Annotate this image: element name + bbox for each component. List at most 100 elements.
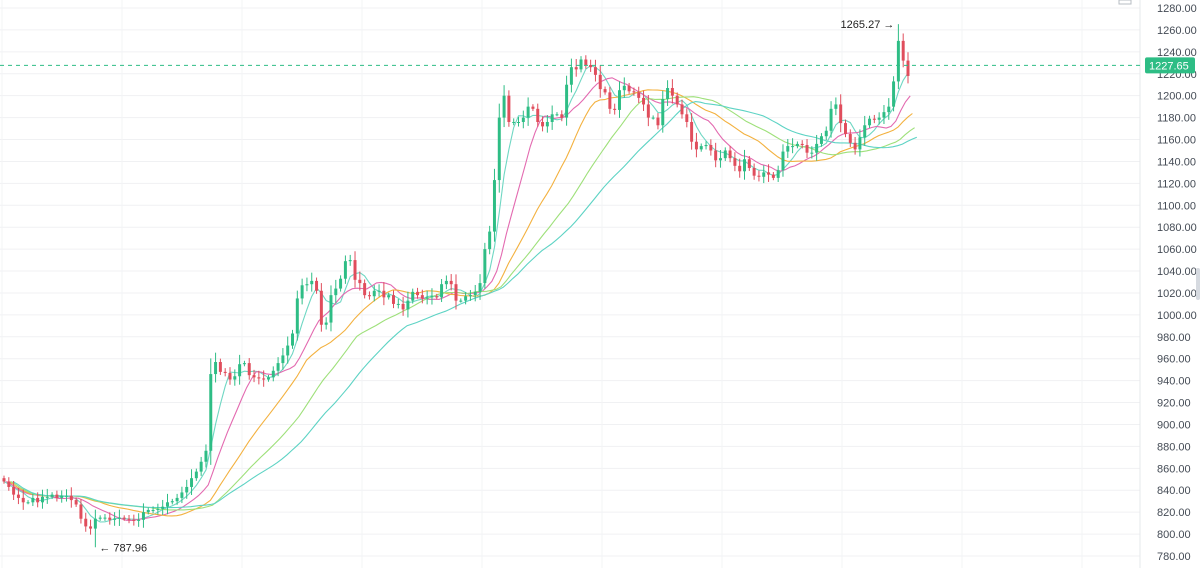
- candle-body: [868, 118, 872, 126]
- candle-body: [69, 495, 73, 501]
- candle-body: [252, 375, 256, 378]
- candle-body: [622, 85, 626, 91]
- candle-body: [545, 121, 549, 127]
- candle-body: [93, 518, 97, 529]
- candle-body: [550, 114, 554, 122]
- candle-body: [247, 363, 251, 376]
- candle-body: [488, 231, 492, 250]
- scroll-handle[interactable]: [1196, 268, 1200, 300]
- candle-body: [786, 146, 790, 152]
- candle-body: [444, 280, 448, 285]
- candle-body: [440, 284, 444, 298]
- candle-body: [521, 117, 525, 122]
- candle-body: [526, 106, 530, 118]
- candle-body: [675, 95, 679, 105]
- candle-body: [454, 284, 458, 301]
- candle-body: [435, 296, 439, 298]
- candle-body: [781, 151, 785, 171]
- candle-body: [738, 165, 742, 172]
- candle-body: [199, 461, 203, 472]
- candle-body: [12, 486, 16, 495]
- candle-body: [300, 285, 304, 299]
- candle-body: [579, 59, 583, 70]
- y-tick-label: 780.00: [1157, 551, 1191, 563]
- candle-body: [858, 137, 862, 150]
- candle-body: [617, 90, 621, 110]
- y-tick-label: 860.00: [1157, 463, 1191, 475]
- candle-body: [266, 377, 270, 380]
- candle-body: [74, 500, 78, 505]
- candle-body: [877, 117, 881, 120]
- candle-body: [906, 60, 910, 76]
- candle-body: [863, 125, 867, 138]
- candle-body: [21, 497, 25, 503]
- high-annotation: 1265.27 →: [841, 19, 895, 31]
- candle-body: [214, 362, 218, 375]
- candle-body: [723, 150, 727, 159]
- candle-body: [79, 504, 83, 519]
- candle-body: [743, 159, 747, 172]
- candle-body: [295, 298, 299, 334]
- candle-body: [108, 517, 112, 520]
- candle-body: [132, 519, 136, 521]
- candle-body: [242, 363, 246, 365]
- candle-body: [65, 495, 69, 497]
- current-price-label: 1227.65: [1149, 60, 1189, 72]
- candle-body: [329, 295, 333, 323]
- candle-body: [661, 98, 665, 126]
- candle-body: [372, 290, 376, 297]
- candle-body: [146, 509, 150, 513]
- y-tick-label: 1040.00: [1157, 266, 1197, 278]
- candle-body: [165, 502, 169, 507]
- candle-body: [646, 104, 650, 118]
- candle-body: [396, 303, 400, 305]
- ma-20-line: [8, 89, 913, 517]
- candle-body: [512, 121, 516, 123]
- candle-body: [425, 297, 429, 299]
- candle-body: [473, 291, 477, 296]
- candle-body: [704, 145, 708, 147]
- y-axis: 780.00 800.00 820.00 840.00 860.00 880.00 900.…: [1139, 0, 1197, 568]
- y-tick-label: 1140.00: [1157, 156, 1196, 168]
- candle-body: [892, 81, 896, 107]
- y-tick-label: 1100.00: [1157, 200, 1196, 212]
- candle-body: [459, 300, 463, 302]
- candle-body: [204, 450, 208, 462]
- candle-body: [762, 172, 766, 177]
- candle-body: [382, 290, 386, 298]
- y-tick-label: 800.00: [1157, 529, 1191, 541]
- candle-body: [2, 478, 6, 482]
- candle-body: [310, 280, 314, 285]
- candle-body: [411, 291, 415, 301]
- candle-body: [286, 345, 290, 356]
- y-tick-label: 1280.00: [1157, 3, 1197, 15]
- candle-body: [752, 168, 756, 176]
- low-annotation: ← 787.96: [99, 542, 147, 554]
- candle-body: [791, 146, 795, 148]
- y-tick-label: 960.00: [1157, 354, 1191, 366]
- candle-body: [627, 85, 631, 92]
- candle-body: [670, 88, 674, 96]
- candle-body: [829, 108, 833, 131]
- y-tick-label: 1260.00: [1157, 25, 1197, 37]
- grid-layer: [0, 0, 1140, 568]
- candle-body: [233, 376, 237, 380]
- candle-body: [694, 141, 698, 150]
- candle-body: [882, 112, 886, 118]
- candle-body: [815, 143, 819, 153]
- candle-body: [262, 378, 266, 380]
- candle-body: [175, 497, 179, 502]
- candle-body: [555, 114, 559, 116]
- candle-body: [55, 494, 59, 498]
- settings-icon[interactable]: [1118, 0, 1132, 5]
- candle-body: [281, 355, 285, 364]
- candle-body: [151, 509, 155, 511]
- candle-body: [218, 362, 222, 372]
- candle-body: [31, 497, 35, 503]
- y-tick-label: 1180.00: [1157, 113, 1196, 125]
- candle-body: [637, 92, 641, 98]
- candle-body: [113, 518, 117, 520]
- candle-body: [141, 512, 145, 520]
- candle-body: [666, 88, 670, 99]
